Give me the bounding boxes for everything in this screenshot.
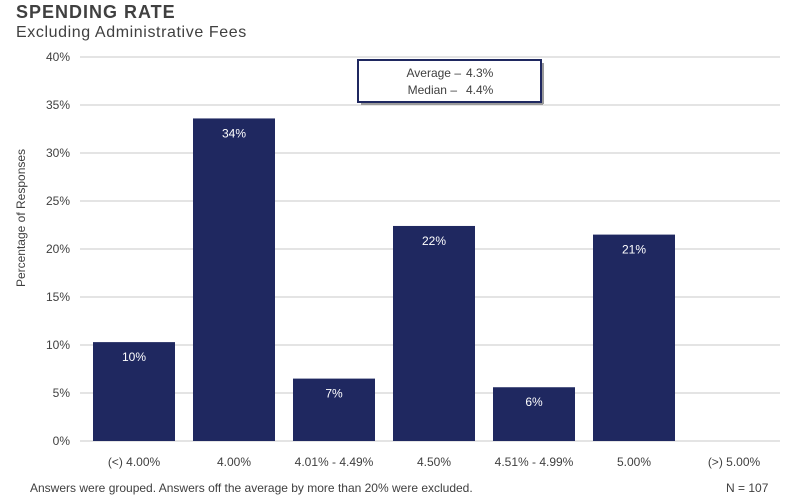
x-tick-label: 4.00% bbox=[217, 455, 251, 469]
y-tick-label: 5% bbox=[53, 386, 71, 400]
bar-labels: 10% 34% 7% 22% 6% 21% bbox=[122, 126, 646, 409]
sample-size: N = 107 bbox=[726, 481, 769, 495]
y-tick-label: 40% bbox=[46, 50, 70, 64]
x-tick-label: 4.51% - 4.99% bbox=[495, 455, 574, 469]
bar bbox=[493, 387, 575, 441]
x-tick-labels: (<) 4.00% 4.00% 4.01% - 4.49% 4.50% 4.51% - … bbox=[108, 455, 761, 469]
bar-data-label: 34% bbox=[222, 126, 246, 140]
bar-data-label: 7% bbox=[325, 387, 343, 401]
bar-data-label: 22% bbox=[422, 234, 446, 248]
bar-data-label: 21% bbox=[622, 243, 646, 257]
y-tick-label: 35% bbox=[46, 98, 70, 112]
y-tick-label: 0% bbox=[53, 434, 71, 448]
y-axis-label: Percentage of Responses bbox=[14, 149, 28, 287]
chart-subtitle: Excluding Administrative Fees bbox=[16, 24, 247, 41]
bar-data-label: 10% bbox=[122, 350, 146, 364]
y-tick-label: 25% bbox=[46, 194, 70, 208]
median-label: Median – bbox=[408, 83, 458, 97]
bar bbox=[193, 118, 275, 441]
y-tick-label: 30% bbox=[46, 146, 70, 160]
y-tick-label: 15% bbox=[46, 290, 70, 304]
x-tick-label: 4.50% bbox=[417, 455, 451, 469]
bar bbox=[393, 225, 475, 441]
bar bbox=[93, 342, 175, 441]
median-value: 4.4% bbox=[466, 83, 494, 97]
chart-title: SPENDING RATE bbox=[16, 2, 176, 22]
y-tick-label: 20% bbox=[46, 242, 70, 256]
x-tick-label: (<) 4.00% bbox=[108, 455, 161, 469]
average-value: 4.3% bbox=[466, 66, 494, 80]
average-label: Average – bbox=[407, 66, 462, 80]
stats-box-frame bbox=[357, 59, 542, 103]
bar bbox=[593, 234, 675, 441]
y-tick-labels: 0% 5% 10% 15% 20% 25% 30% 35% 40% bbox=[46, 50, 70, 448]
bar-data-label: 6% bbox=[525, 395, 543, 409]
y-tick-label: 10% bbox=[46, 338, 70, 352]
bar bbox=[293, 378, 375, 441]
footnote: Answers were grouped. Answers off the av… bbox=[30, 481, 473, 495]
bars bbox=[93, 118, 675, 441]
x-tick-label: 5.00% bbox=[617, 455, 651, 469]
stats-box: Average – 4.3% Median – 4.4% bbox=[357, 59, 544, 105]
x-tick-label: 4.01% - 4.49% bbox=[295, 455, 374, 469]
x-tick-label: (>) 5.00% bbox=[708, 455, 761, 469]
